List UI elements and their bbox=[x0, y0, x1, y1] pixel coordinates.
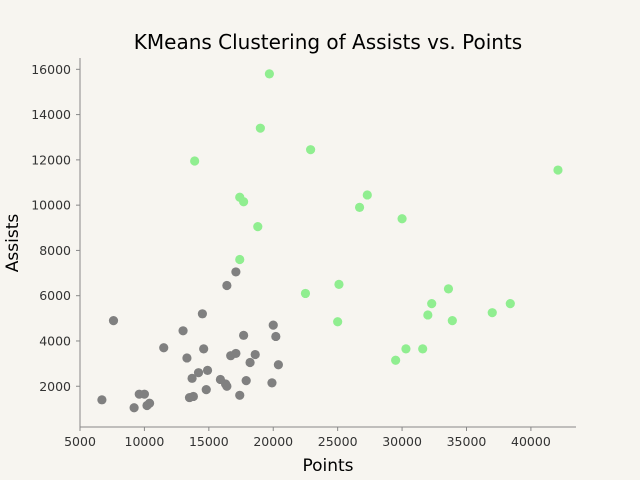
y-tick-label: 2000 bbox=[39, 379, 71, 394]
cluster-0-point bbox=[271, 331, 281, 342]
cluster-0-point bbox=[144, 398, 155, 408]
cluster-0-point bbox=[187, 373, 197, 383]
cluster-1-point bbox=[397, 214, 407, 224]
x-axis: 5000 10000 15000 20000 25000 30000 35000 40000 bbox=[64, 426, 576, 449]
x-tick-label: 30000 bbox=[382, 434, 422, 449]
cluster-1-point bbox=[253, 222, 263, 232]
y-tick-label: 14000 bbox=[31, 107, 71, 122]
x-tick-label: 40000 bbox=[511, 434, 551, 449]
cluster-1-point bbox=[300, 288, 311, 299]
cluster-1-point bbox=[553, 165, 563, 175]
cluster-1-point bbox=[418, 344, 428, 354]
cluster-0-point bbox=[197, 309, 207, 319]
cluster-1-point bbox=[401, 344, 411, 354]
x-tick-label: 15000 bbox=[189, 434, 229, 449]
cluster-1-point bbox=[333, 317, 343, 327]
cluster-0-point bbox=[201, 385, 211, 395]
y-tick-label: 16000 bbox=[31, 62, 71, 77]
cluster-0-point bbox=[129, 403, 139, 413]
cluster-1-point bbox=[443, 284, 454, 294]
x-tick-label: 20000 bbox=[253, 434, 293, 449]
cluster-0-point bbox=[178, 326, 188, 336]
cluster-1-point bbox=[190, 156, 200, 166]
cluster-0-point bbox=[199, 344, 209, 354]
y-tick-label: 8000 bbox=[39, 243, 71, 258]
y-tick-label: 10000 bbox=[31, 198, 71, 213]
x-axis-label: Points bbox=[302, 456, 353, 476]
cluster-0-point bbox=[235, 390, 245, 400]
x-tick-label: 10000 bbox=[125, 434, 165, 449]
cluster-1-point bbox=[505, 299, 515, 309]
x-tick-label: 35000 bbox=[447, 434, 487, 449]
cluster-0-point bbox=[245, 357, 255, 368]
data-points bbox=[97, 69, 563, 413]
cluster-0-point bbox=[273, 360, 283, 370]
cluster-1-point bbox=[423, 310, 433, 320]
x-tick-label: 5000 bbox=[64, 434, 96, 449]
cluster-1-point bbox=[264, 69, 274, 79]
cluster-1-point bbox=[239, 197, 249, 207]
cluster-0-point bbox=[250, 349, 260, 360]
cluster-0-point bbox=[97, 395, 107, 405]
cluster-0-point bbox=[231, 348, 241, 359]
cluster-0-point bbox=[222, 381, 232, 391]
cluster-1-point bbox=[362, 190, 372, 200]
y-tick-label: 12000 bbox=[31, 152, 71, 167]
cluster-1-point bbox=[427, 299, 437, 309]
cluster-0-point bbox=[268, 320, 278, 330]
y-tick-label: 6000 bbox=[39, 288, 71, 303]
cluster-1-point bbox=[487, 308, 497, 318]
cluster-0-point bbox=[231, 267, 241, 277]
cluster-1-point bbox=[354, 202, 365, 213]
x-tick-label: 25000 bbox=[318, 434, 358, 449]
cluster-0-point bbox=[193, 368, 204, 378]
cluster-0-point bbox=[241, 375, 251, 386]
cluster-0-point bbox=[139, 389, 150, 399]
cluster-1-point bbox=[235, 254, 245, 265]
y-axis: 2000 4000 6000 8000 10000 12000 14000 16000 bbox=[31, 58, 81, 427]
cluster-0-point bbox=[182, 353, 192, 363]
cluster-1-point bbox=[391, 355, 401, 365]
cluster-0-point bbox=[239, 330, 249, 340]
cluster-1-point bbox=[447, 316, 457, 326]
cluster-0-point bbox=[108, 316, 119, 326]
cluster-1-point bbox=[334, 279, 344, 289]
cluster-0-point bbox=[202, 365, 213, 376]
y-tick-label: 4000 bbox=[39, 333, 71, 348]
cluster-1-point bbox=[306, 145, 316, 155]
cluster-1-point bbox=[255, 123, 265, 133]
cluster-0-point bbox=[188, 391, 198, 402]
cluster-0-point bbox=[159, 343, 169, 353]
cluster-0-point bbox=[222, 280, 232, 291]
cluster-0-point bbox=[267, 378, 277, 388]
chart-title: KMeans Clustering of Assists vs. Points bbox=[134, 30, 522, 54]
y-axis-label: Assists bbox=[3, 214, 23, 273]
